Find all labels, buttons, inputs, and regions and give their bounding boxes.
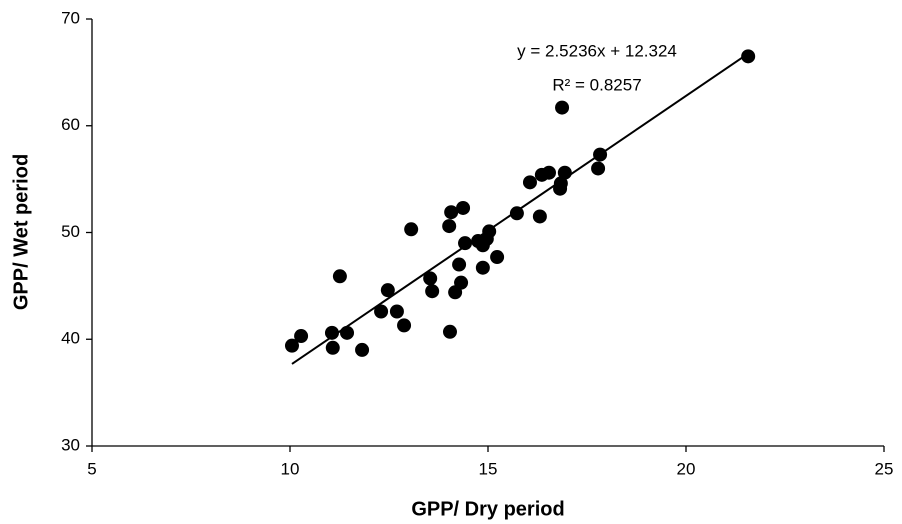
point [442, 324, 457, 339]
point [458, 236, 473, 251]
y-tick-label: 60 [61, 115, 80, 134]
point [294, 329, 309, 344]
x-tick-label: 15 [479, 459, 498, 478]
x-tick-label: 5 [87, 459, 96, 478]
y-axis-title: GPP/ Wet period [10, 154, 32, 310]
point [332, 269, 347, 284]
point [532, 209, 547, 224]
trendline-equation: y = 2.5236x + 12.324 [517, 41, 677, 60]
point [741, 49, 756, 64]
point [389, 304, 404, 319]
point [452, 257, 467, 272]
point [454, 275, 469, 290]
point [404, 222, 419, 237]
point [591, 161, 606, 176]
y-tick-label: 70 [61, 8, 80, 27]
point [425, 284, 440, 299]
point [340, 325, 355, 340]
point [475, 260, 490, 275]
point [522, 175, 537, 190]
x-tick-label: 10 [281, 459, 300, 478]
point [324, 325, 339, 340]
y-tick-label: 50 [61, 222, 80, 241]
point [374, 304, 389, 319]
x-axis-title: GPP/ Dry period [411, 498, 564, 520]
point [284, 338, 299, 353]
point [555, 100, 570, 115]
point [423, 271, 438, 286]
point [444, 205, 459, 220]
point [456, 200, 471, 215]
point [442, 219, 457, 234]
point [509, 206, 524, 221]
x-tick-label: 25 [875, 459, 894, 478]
point [397, 318, 412, 333]
point [541, 165, 556, 180]
trendline-r2: R² = 0.8257 [552, 75, 641, 94]
y-tick-label: 30 [61, 435, 80, 454]
point [482, 224, 497, 239]
point [490, 250, 505, 265]
point [355, 342, 370, 357]
point [553, 176, 568, 191]
point [557, 165, 572, 180]
point [593, 147, 608, 162]
point [380, 283, 395, 298]
y-tick-label: 40 [61, 329, 80, 348]
point [325, 340, 340, 355]
x-tick-label: 20 [677, 459, 696, 478]
